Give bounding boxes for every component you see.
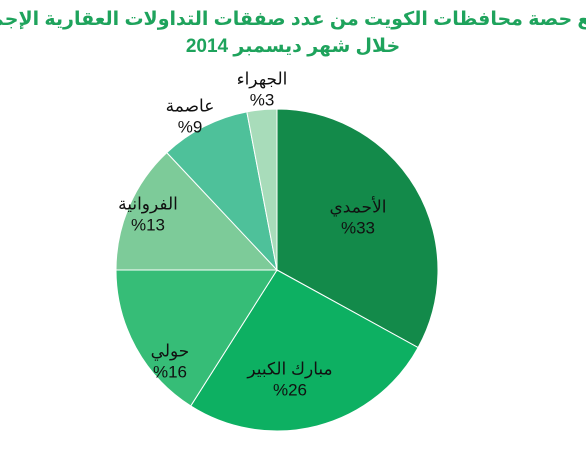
data-label: %9	[178, 117, 203, 136]
slice-label: الجهراء	[237, 69, 288, 89]
data-label: %13	[131, 215, 165, 234]
slice-label: مبارك الكبير	[246, 359, 332, 378]
slice-label: عاصمة	[166, 96, 215, 115]
slice-label: الفروانية	[118, 194, 178, 213]
data-label: %3	[250, 90, 275, 109]
data-label: %16	[153, 362, 187, 381]
chart-subtitle: خلال شهر ديسمبر 2014	[186, 36, 400, 57]
pie-slice	[115, 151, 279, 271]
chart-title: توزيع حصة محافظات الكويت من عدد صفقات ال…	[0, 9, 586, 30]
slice-label: حولي	[151, 341, 190, 361]
pie-slice	[246, 108, 278, 271]
pie-slice	[190, 269, 419, 432]
pie-slice	[276, 108, 439, 349]
pie-slice	[166, 111, 278, 272]
data-label: %33	[341, 218, 375, 237]
data-label: %26	[273, 380, 307, 399]
slice-label: الأحمدي	[330, 196, 387, 217]
pie-slice	[115, 269, 278, 407]
